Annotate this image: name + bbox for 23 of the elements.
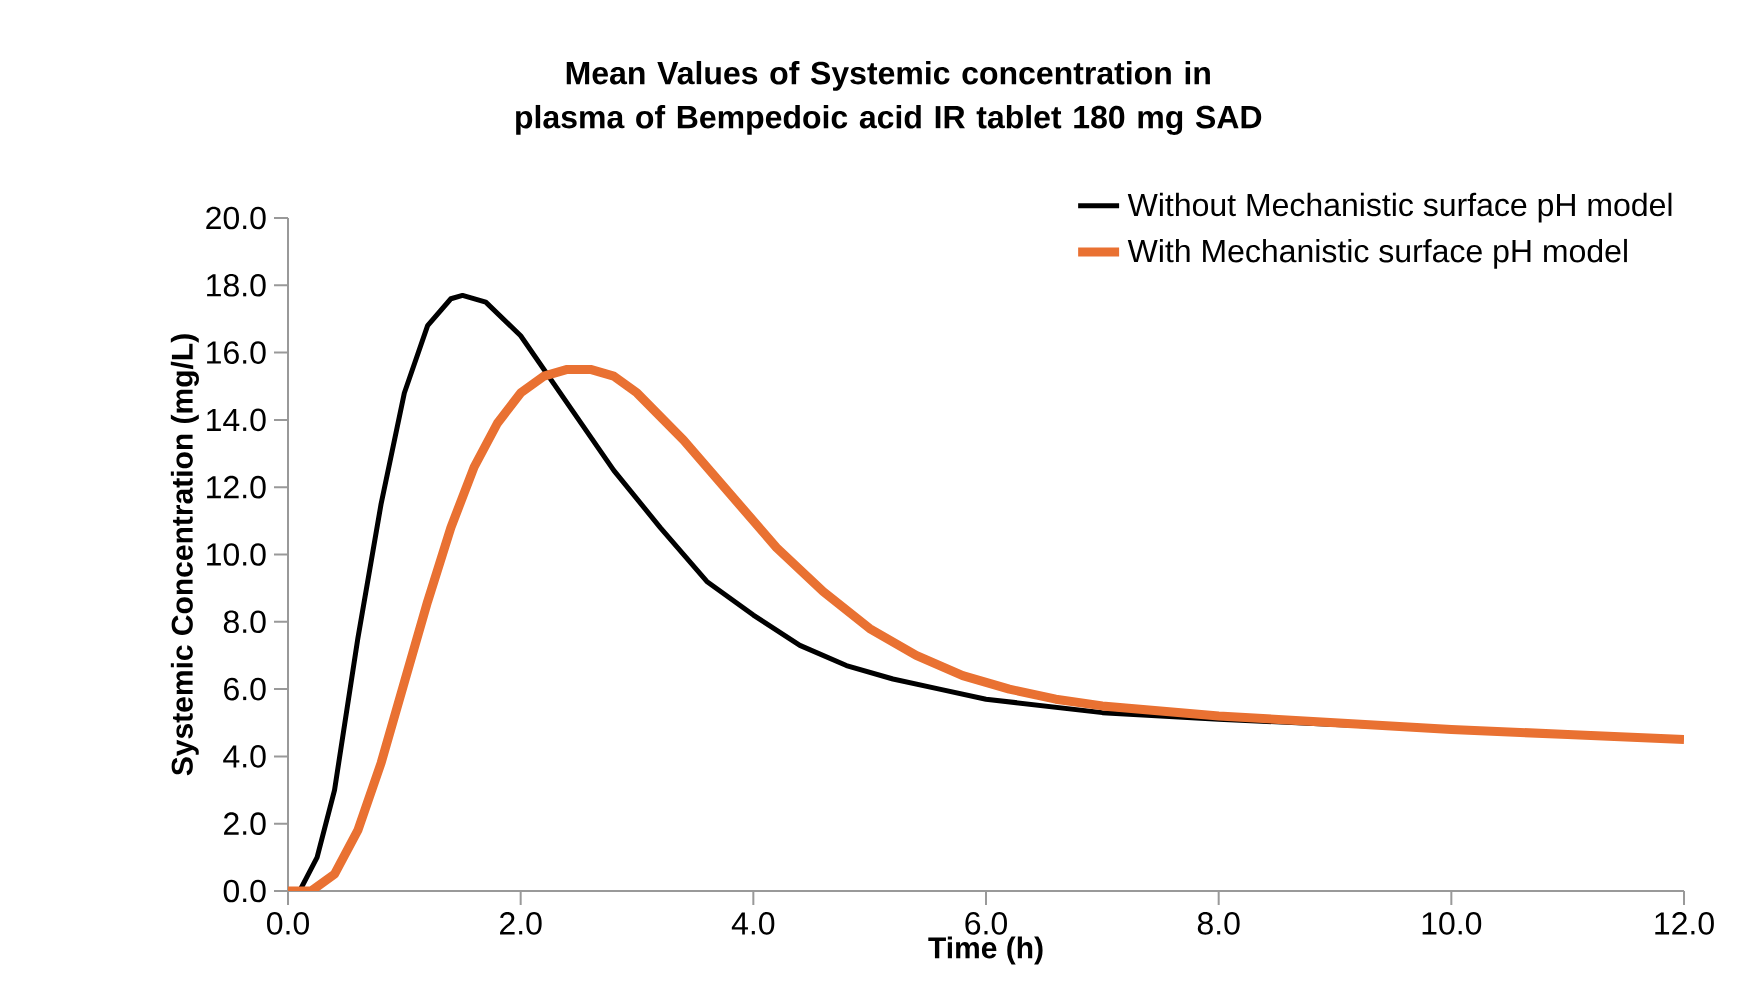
x-tick-label: 10.0 — [1422, 912, 1482, 935]
legend-label: With Mechanistic surface pH model — [1127, 238, 1627, 269]
y-tick-label: 16.0 — [207, 341, 266, 364]
x-tick-label: 2.0 — [500, 912, 542, 935]
x-tick-label: 8.0 — [1197, 912, 1240, 935]
y-tick-label: 8.0 — [223, 610, 266, 634]
y-tick-label: 18.0 — [207, 273, 266, 297]
y-tick-label: 2.0 — [224, 812, 266, 836]
x-tick-label: 12.0 — [1655, 912, 1714, 935]
chart-title: Mean Values of Systemic concentration in plasma of Bempedoic acid IR tablet 180 mg SAD — [516, 60, 1262, 135]
y-tick-label: 10.0 — [207, 543, 266, 566]
y-tick-label: 6.0 — [224, 677, 266, 701]
x-tick-label: 4.0 — [731, 912, 775, 935]
legend-label: Without Mechanistic surface pH model — [1127, 192, 1672, 223]
x-tick-label: 6.0 — [965, 912, 1007, 935]
y-tick-label: 0.0 — [223, 879, 266, 903]
y-tick-label: 14.0 — [207, 408, 266, 432]
y-tick-label: 12.0 — [207, 475, 266, 499]
y-axis-title: Systemic Concentration (mg/L) — [170, 334, 199, 776]
y-tick-label: 4.0 — [223, 745, 266, 768]
x-tick-label: 0.0 — [267, 912, 309, 935]
y-tick-label: 20.0 — [206, 206, 266, 230]
x-axis-title: Time (h) — [928, 936, 1043, 965]
